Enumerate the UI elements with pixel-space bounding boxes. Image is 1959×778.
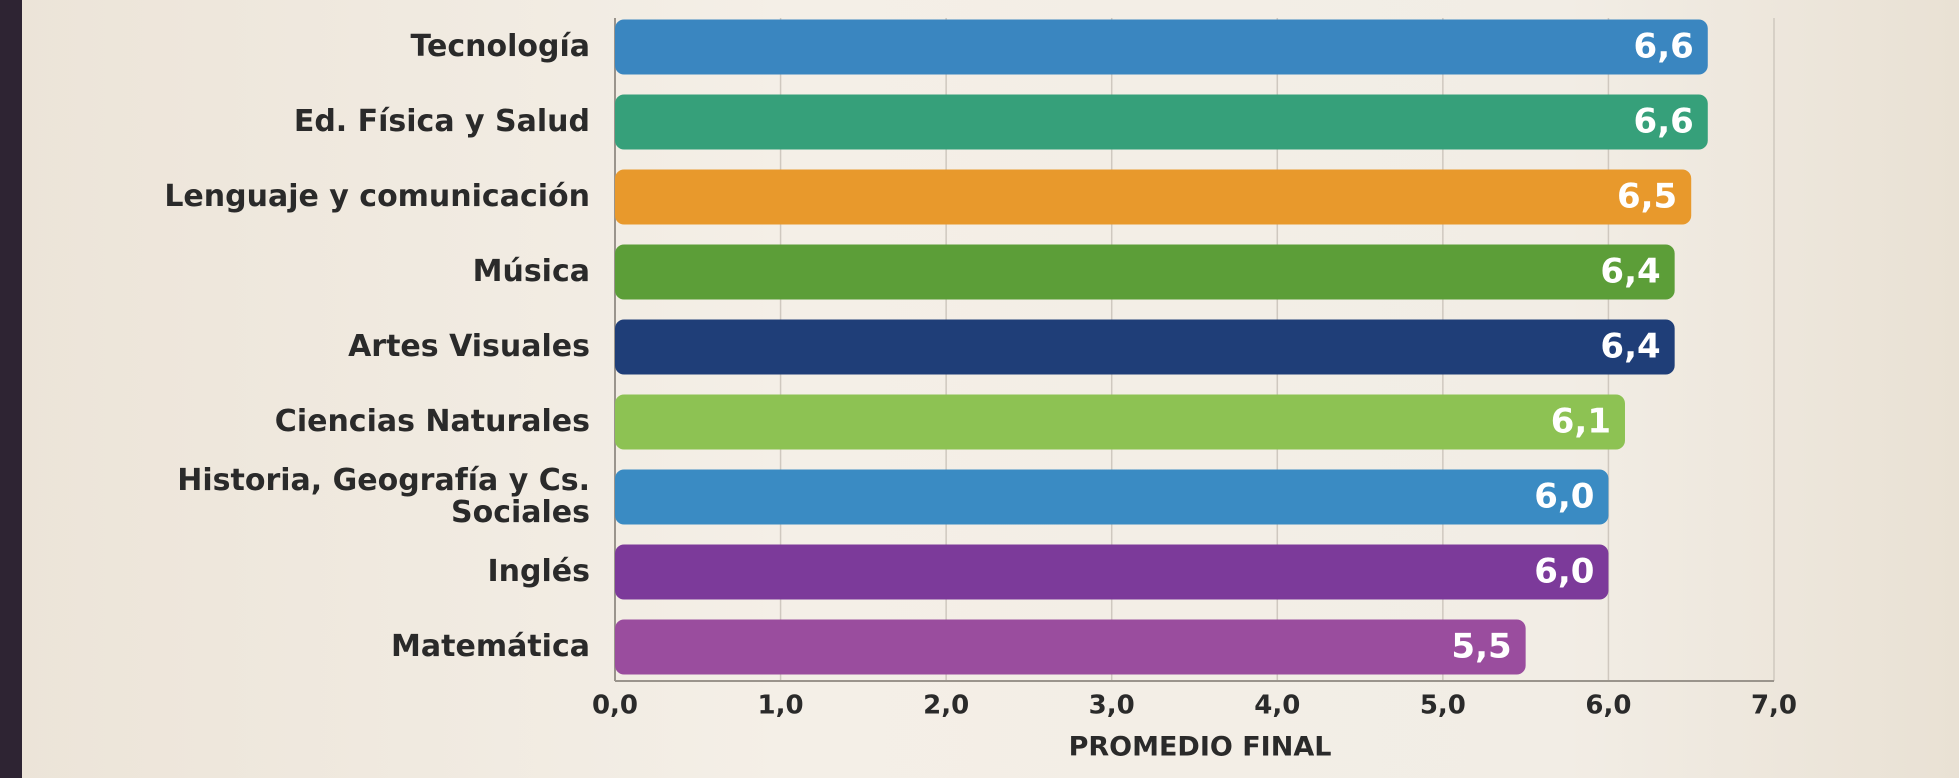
value-label: 6,5 [1617,177,1677,217]
category-label: Ciencias Naturales [274,404,590,439]
x-axis-label: PROMEDIO FINAL [1069,732,1332,763]
category-label: Ed. Física y Salud [293,104,590,139]
x-tick-label: 3,0 [1089,691,1135,721]
category-label: Matemática [391,629,590,664]
value-label: 6,1 [1551,402,1611,442]
value-label: 6,6 [1634,102,1694,142]
category-label: Artes Visuales [348,329,590,364]
x-tick-label: 5,0 [1420,691,1466,721]
value-label: 6,6 [1634,27,1694,67]
bar [615,169,1692,225]
x-tick-label: 0,0 [592,691,638,721]
value-label: 6,4 [1600,252,1660,292]
bar [615,319,1675,375]
category-label: Música [472,254,590,289]
bar [615,19,1708,75]
category-label: Tecnología [410,29,590,64]
bar [615,469,1609,525]
x-tick-label: 6,0 [1585,691,1631,721]
value-label: 5,5 [1451,627,1511,667]
x-tick-label: 4,0 [1254,691,1300,721]
x-tick-label: 1,0 [758,691,804,721]
category-label: Lenguaje y comunicación [164,179,590,214]
x-tick-label: 7,0 [1751,691,1797,721]
bar [615,244,1675,300]
value-label: 6,0 [1534,477,1594,517]
category-label: Inglés [487,554,590,589]
frame-border [0,0,22,778]
bar [615,94,1708,150]
bar [615,619,1526,675]
bar [615,544,1609,600]
value-label: 6,4 [1600,327,1660,367]
x-tick-label: 2,0 [923,691,969,721]
bar [615,394,1625,450]
category-label: Historia, Geografía y Cs. Sociales [177,463,590,530]
value-label: 6,0 [1534,552,1594,592]
